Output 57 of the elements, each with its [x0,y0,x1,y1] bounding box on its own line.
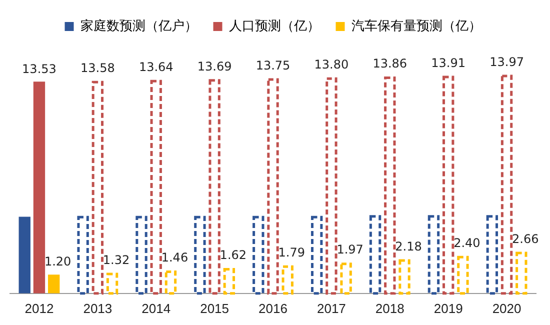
bar [92,80,104,295]
bar [369,215,382,295]
data-label: 13.86 [372,56,408,71]
bar [384,76,396,295]
bar [252,216,264,295]
bar [326,77,338,295]
bar [164,270,177,295]
bar [77,216,89,295]
data-label: 13.64 [138,60,174,74]
bar [442,76,454,295]
data-label: 13.53 [22,62,56,76]
data-label: 13.58 [80,61,115,75]
data-label: 1.20 [44,254,72,269]
data-label: 1.97 [336,242,364,257]
legend-label: 汽车保有量预测（亿） [351,18,482,34]
bar [398,259,410,295]
x-tick-label: 2016 [258,300,288,316]
bar [310,216,323,295]
data-label: 2.40 [454,236,480,250]
x-tick-label: 2020 [492,300,522,316]
bar [208,79,220,295]
data-label: 2.66 [512,232,539,246]
x-tick-label: 2013 [83,300,112,316]
data-label: 13.97 [490,54,524,69]
bar [48,274,60,294]
data-label: 1.32 [102,252,130,267]
bar [150,80,162,295]
bar [457,256,469,295]
bar [340,262,352,295]
x-tick-label: 2017 [316,300,346,316]
data-label: 1.79 [278,246,305,260]
legend-label: 家庭数预测（亿户） [80,18,198,34]
x-tick-label: 2018 [375,300,404,316]
bar [136,216,148,295]
x-tick-label: 2019 [434,300,463,316]
x-tick-label: 2015 [200,300,230,316]
bar [282,265,294,295]
bar [267,78,279,295]
bar [18,216,30,294]
data-label: 13.75 [256,58,290,72]
bar [194,216,206,295]
bar [500,74,513,295]
bar [33,82,46,294]
bar [516,252,528,295]
legend-label: 人口预测（亿） [228,18,320,34]
bar [486,215,498,295]
x-tick-label: 2012 [24,300,54,316]
bar [428,215,440,295]
data-label: 1.62 [220,248,247,262]
data-label: 13.69 [197,59,232,74]
data-label: 13.80 [314,58,349,72]
x-tick-label: 2014 [142,300,171,316]
data-label: 1.46 [161,250,188,265]
data-label: 2.18 [395,239,422,254]
bar [223,268,236,295]
data-label: 13.91 [431,56,466,70]
bar [106,272,118,295]
